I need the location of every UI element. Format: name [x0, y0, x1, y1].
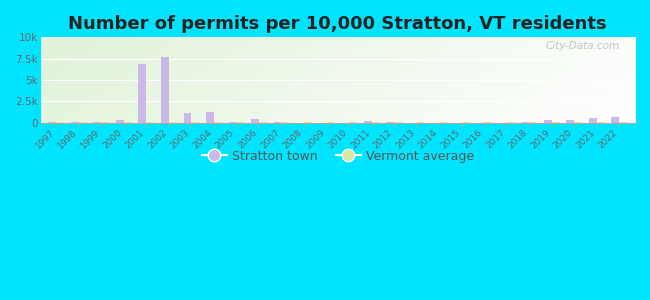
Bar: [506, 122, 515, 123]
Bar: [552, 122, 560, 123]
Bar: [484, 122, 492, 123]
Bar: [544, 120, 552, 123]
Bar: [372, 122, 380, 123]
Bar: [439, 122, 447, 123]
Bar: [161, 57, 169, 123]
Bar: [138, 64, 146, 123]
Bar: [589, 118, 597, 123]
Bar: [462, 122, 469, 123]
Bar: [71, 122, 79, 123]
Bar: [206, 112, 214, 123]
Bar: [79, 122, 86, 123]
Legend: Stratton town, Vermont average: Stratton town, Vermont average: [196, 145, 479, 168]
Bar: [529, 122, 537, 123]
Bar: [363, 121, 372, 123]
Bar: [57, 122, 64, 123]
Bar: [597, 122, 604, 123]
Bar: [394, 122, 402, 123]
Bar: [566, 120, 574, 123]
Bar: [574, 122, 582, 123]
Bar: [417, 122, 424, 123]
Bar: [146, 122, 154, 123]
Bar: [612, 117, 619, 123]
Bar: [237, 122, 244, 123]
Bar: [304, 122, 312, 123]
Bar: [281, 122, 289, 123]
Bar: [349, 122, 357, 123]
Bar: [251, 119, 259, 123]
Bar: [326, 122, 334, 123]
Title: Number of permits per 10,000 Stratton, VT residents: Number of permits per 10,000 Stratton, V…: [68, 15, 607, 33]
Bar: [214, 122, 222, 123]
Bar: [116, 120, 124, 123]
Bar: [183, 113, 191, 123]
Bar: [386, 122, 394, 123]
Bar: [124, 122, 132, 123]
Text: City-Data.com: City-Data.com: [546, 41, 620, 51]
Bar: [259, 122, 267, 123]
Bar: [191, 122, 200, 123]
Bar: [48, 122, 57, 123]
Bar: [101, 122, 109, 123]
Bar: [521, 122, 529, 123]
Bar: [169, 122, 177, 123]
Bar: [619, 122, 627, 123]
Bar: [94, 122, 101, 123]
